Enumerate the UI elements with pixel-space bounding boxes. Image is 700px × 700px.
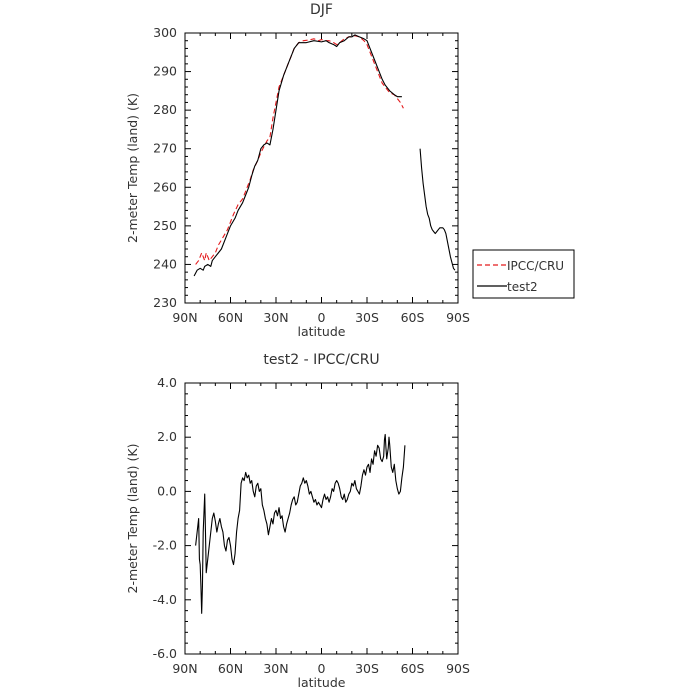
y-tick-label: 2.0 <box>157 429 177 444</box>
legend-label-1: test2 <box>507 280 538 294</box>
x-tick-label: 60N <box>218 661 243 676</box>
x-tick-label: 30N <box>263 310 288 325</box>
x-tick-label: 90S <box>446 310 470 325</box>
y-tick-label: 260 <box>153 179 177 194</box>
y-tick-label: -6.0 <box>153 646 177 661</box>
y-tick-label: 290 <box>153 64 177 79</box>
chart-title: DJF <box>310 2 333 18</box>
x-tick-label: 90S <box>446 661 470 676</box>
y-tick-label: 250 <box>153 218 177 233</box>
plot-frame <box>184 32 459 304</box>
legend: IPCC/CRU test2 <box>472 249 575 299</box>
y-axis-label: 2-meter Temp (land) (K) <box>125 444 140 594</box>
series-line-test2-1 <box>419 148 456 271</box>
x-tick-label: 30S <box>355 310 379 325</box>
x-tick-label: 90N <box>172 310 197 325</box>
series-group <box>195 433 406 614</box>
x-tick-label: 30S <box>355 661 379 676</box>
x-axis-label: latitude <box>298 324 346 339</box>
x-tick-label: 0 <box>318 310 326 325</box>
x-tick-label: 30N <box>263 661 288 676</box>
series-group <box>193 34 456 277</box>
difference-chart: 90N 60N 30N 0 30S 60S 90S -6.0 -4.0 -2.0 0.0 2.0 4.0… <box>125 352 470 690</box>
series-line-difference-0 <box>195 433 406 614</box>
y-tick-label: 230 <box>153 295 177 310</box>
y-tick-label: 300 <box>153 25 177 40</box>
x-tick-label: 60N <box>218 310 243 325</box>
x-tick-label: 60S <box>401 661 425 676</box>
temperature-chart: 90N 60N 30N 0 30S 60S 90S 230 240 250 260 270 280 290… <box>125 2 470 339</box>
legend-label-0: IPCC/CRU <box>507 259 564 273</box>
y-tick-label: -2.0 <box>153 538 177 553</box>
y-tick-label: 0.0 <box>157 483 177 498</box>
y-tick-label: -4.0 <box>153 592 177 607</box>
x-tick-label: 60S <box>401 310 425 325</box>
chart-title: test2 - IPCC/CRU <box>263 352 379 368</box>
y-tick-label: 4.0 <box>157 375 177 390</box>
y-tick-label: 280 <box>153 102 177 117</box>
series-line-ipcc-cru-0 <box>195 35 404 265</box>
y-tick-label: 240 <box>153 256 177 271</box>
series-line-test2-0 <box>193 34 402 277</box>
y-tick-label: 270 <box>153 141 177 156</box>
x-tick-label: 0 <box>318 661 326 676</box>
x-axis-label: latitude <box>298 675 346 690</box>
plot-frame <box>184 382 459 655</box>
y-axis-label: 2-meter Temp (land) (K) <box>125 93 140 243</box>
x-tick-label: 90N <box>172 661 197 676</box>
legend-box <box>472 249 575 299</box>
